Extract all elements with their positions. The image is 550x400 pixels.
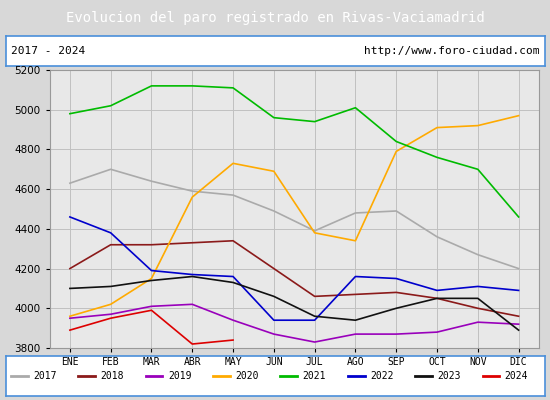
Text: 2024: 2024: [505, 371, 528, 381]
Text: Evolucion del paro registrado en Rivas-Vaciamadrid: Evolucion del paro registrado en Rivas-V…: [65, 11, 485, 25]
Text: 2018: 2018: [101, 371, 124, 381]
Text: http://www.foro-ciudad.com: http://www.foro-ciudad.com: [364, 46, 539, 56]
Text: 2019: 2019: [168, 371, 191, 381]
Text: 2017: 2017: [33, 371, 57, 381]
Text: 2022: 2022: [370, 371, 393, 381]
Text: 2017 - 2024: 2017 - 2024: [11, 46, 85, 56]
Text: 2023: 2023: [437, 371, 461, 381]
Text: 2021: 2021: [302, 371, 326, 381]
Text: 2020: 2020: [235, 371, 258, 381]
